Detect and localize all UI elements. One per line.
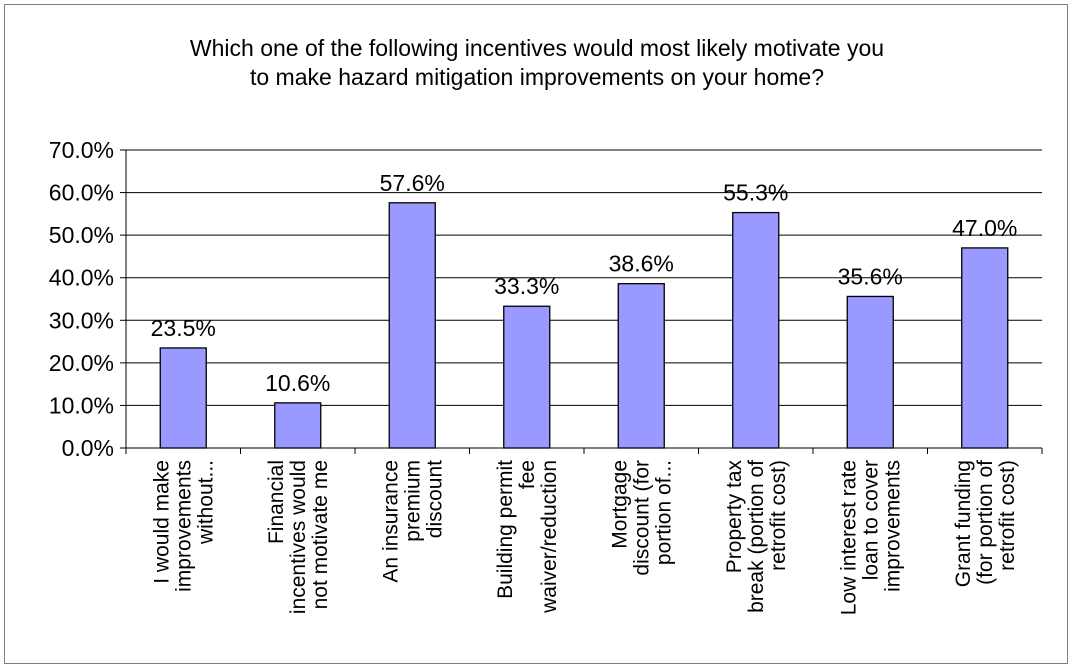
- x-category-label: Financial incentives would not motivate me: [265, 460, 332, 614]
- x-category-label-line: retrofit cost): [767, 460, 790, 571]
- x-category-label: An insurance premium discount: [379, 460, 446, 583]
- x-category-label-line: premium: [401, 460, 424, 542]
- y-tick-label: 70.0%: [49, 137, 114, 163]
- x-category-label-line: Property tax: [723, 460, 746, 574]
- data-label: 38.6%: [609, 251, 674, 277]
- x-category-label-line: Building permit: [494, 460, 517, 599]
- x-category-label: Mortgage discount (for portion of...: [608, 460, 675, 576]
- x-category-label: I would make improvements without...: [150, 460, 217, 592]
- bar: [617, 283, 665, 449]
- x-category-label-line: break (portion of: [745, 460, 768, 613]
- x-category-label: Low interest rate loan to cover improvemen…: [837, 460, 904, 615]
- data-label: 23.5%: [151, 315, 216, 341]
- bar: [732, 211, 780, 449]
- x-category-label: Property tax break (portion of retrofit co…: [723, 460, 790, 613]
- x-category-label-line: incentives would: [287, 460, 310, 614]
- y-tick-label: 0.0%: [62, 435, 114, 461]
- bar: [274, 402, 322, 449]
- x-category-label-line: not motivate me: [309, 460, 332, 609]
- bar: [503, 305, 551, 449]
- x-category-label-line: portion of...: [652, 460, 675, 565]
- x-category-label: Building permit fee waiver/reduction: [494, 460, 561, 614]
- x-category-label-line: without...: [194, 460, 217, 545]
- bar: [388, 202, 436, 449]
- x-category-label-line: Low interest rate: [837, 460, 860, 615]
- chart-title-line: Which one of the following incentives wo…: [190, 35, 884, 61]
- x-category-label-line: loan to cover: [859, 460, 882, 580]
- x-category-label-line: waiver/reduction: [538, 460, 561, 614]
- x-category-label-line: Grant funding: [952, 460, 975, 587]
- x-category-label: Grant funding (for portion of retrofit cos…: [952, 460, 1019, 587]
- x-category-label-line: improvements: [881, 460, 904, 592]
- data-label: 33.3%: [494, 273, 559, 299]
- x-category-label-line: improvements: [172, 460, 195, 592]
- data-label: 35.6%: [838, 263, 903, 289]
- x-category-label-line: retrofit cost): [996, 460, 1019, 571]
- data-label: 47.0%: [952, 215, 1017, 241]
- bar: [846, 295, 894, 449]
- data-label: 57.6%: [380, 170, 445, 196]
- bar: [159, 347, 207, 449]
- y-tick-label: 60.0%: [49, 180, 114, 206]
- chart-title-line: to make hazard mitigation improvements o…: [250, 64, 824, 90]
- x-category-label-line: (for portion of: [974, 460, 997, 585]
- y-tick-label: 20.0%: [49, 350, 114, 376]
- x-category-label-line: Mortgage: [608, 460, 631, 549]
- y-tick-label: 10.0%: [49, 392, 114, 418]
- x-category-label-line: I would make: [150, 460, 173, 584]
- x-category-label-line: discount (for: [630, 460, 653, 576]
- x-category-label-line: fee: [516, 460, 539, 489]
- x-category-label-line: discount: [423, 460, 446, 538]
- x-category-label-line: An insurance: [379, 460, 402, 583]
- bar: [961, 247, 1009, 449]
- data-label: 55.3%: [723, 180, 788, 206]
- y-tick-label: 50.0%: [49, 222, 114, 248]
- data-label: 10.6%: [265, 370, 330, 396]
- x-category-label-line: Financial: [265, 460, 288, 544]
- y-tick-label: 30.0%: [49, 307, 114, 333]
- y-tick-label: 40.0%: [49, 265, 114, 291]
